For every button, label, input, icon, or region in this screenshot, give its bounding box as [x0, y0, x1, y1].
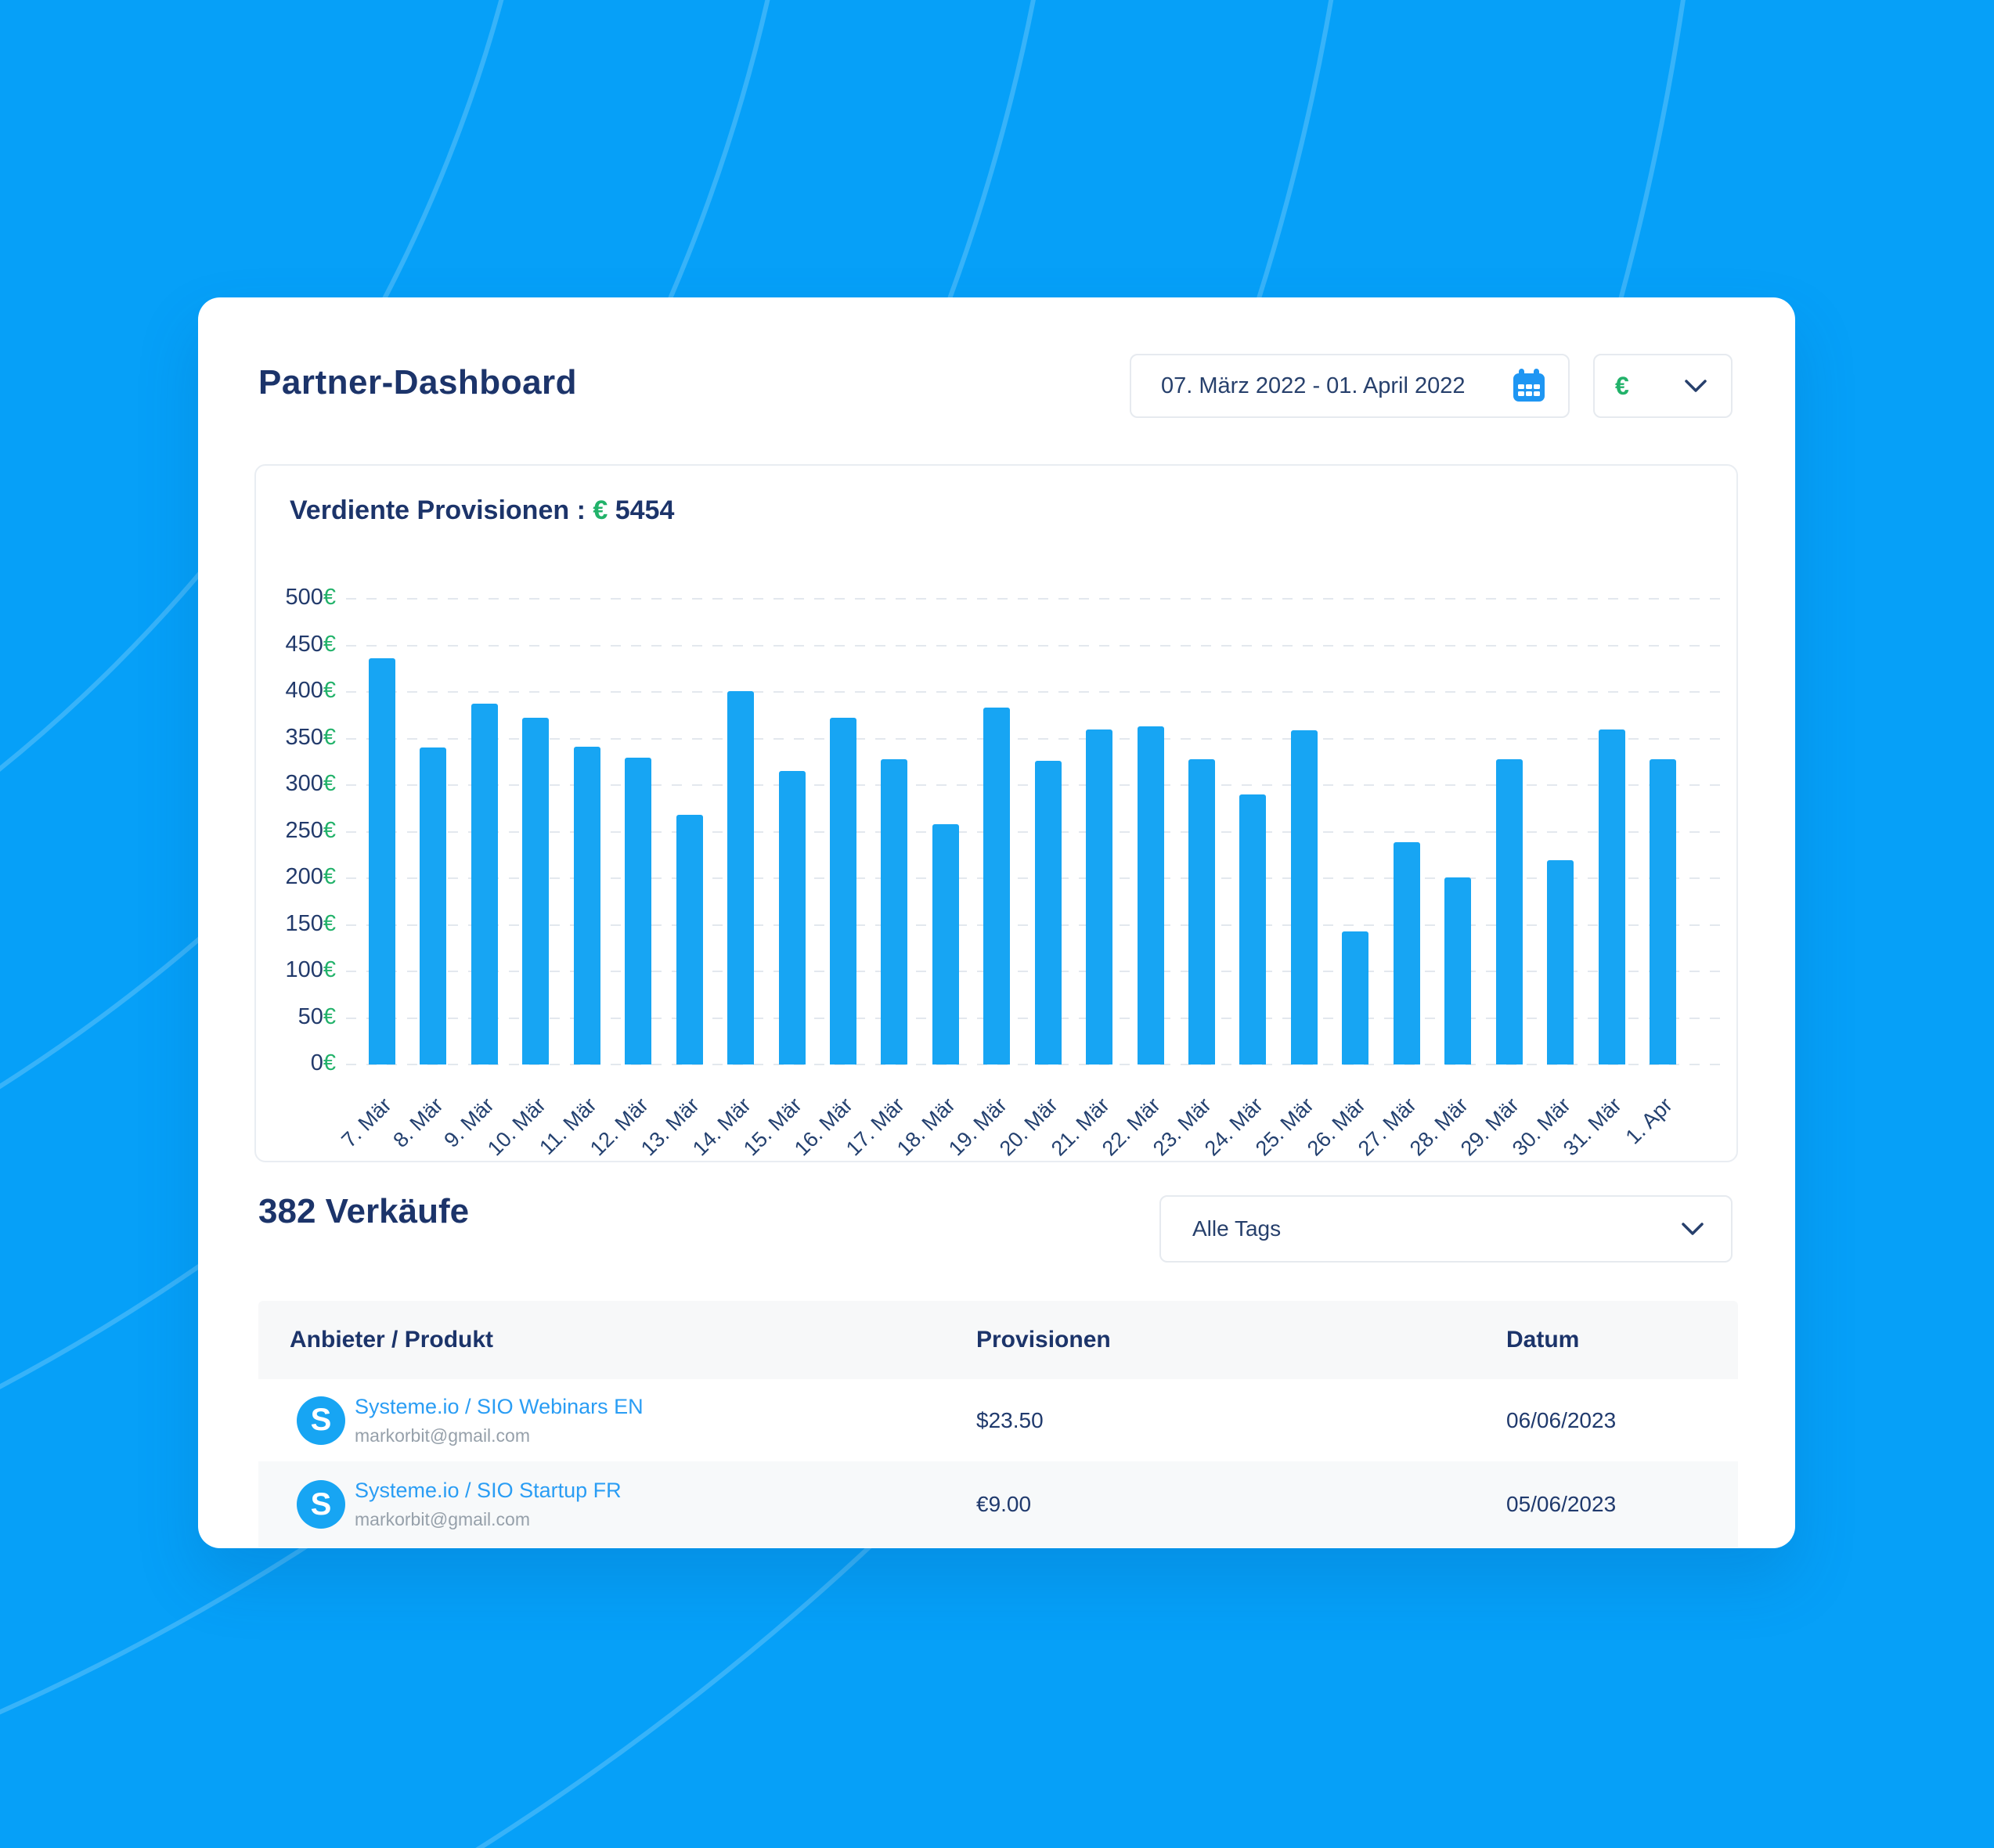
product-link[interactable]: Systeme.io / SIO Startup FR [355, 1479, 622, 1502]
y-axis-tick-label: 150€ [285, 910, 336, 936]
column-header-commission: Provisionen [976, 1327, 1111, 1353]
chevron-down-icon [1685, 380, 1707, 392]
tags-filter-value: Alle Tags [1192, 1216, 1282, 1241]
bar[interactable] [1598, 729, 1625, 1064]
column-header-date: Datum [1506, 1327, 1580, 1353]
product-link[interactable]: Systeme.io / SIO Webinars EN [355, 1394, 644, 1418]
chart-title-label: Verdiente Provisionen : [290, 495, 586, 525]
chart-title: Verdiente Provisionen : € 5454 [290, 495, 674, 526]
y-gridline [346, 971, 1720, 972]
y-axis-tick-label: 300€ [285, 771, 336, 796]
y-gridline [346, 737, 1720, 740]
y-axis-tick-label: 0€ [310, 1050, 336, 1075]
euro-symbol: € [593, 495, 608, 525]
bar[interactable] [1342, 931, 1369, 1064]
bar[interactable] [1393, 841, 1420, 1064]
tags-filter-select[interactable]: Alle Tags [1159, 1195, 1733, 1263]
bar-chart-plot: 500€ 450€ 400€ 350€ 300€ 250€ 200€ 150€ 100€ 50€ 0… [256, 466, 1736, 1161]
chevron-down-icon [1682, 1223, 1704, 1235]
dashboard-card: Partner-Dashboard 07. März 2022 - 01. Ap… [198, 297, 1795, 1548]
y-gridline [346, 691, 1720, 693]
bar[interactable] [369, 658, 395, 1064]
y-axis-tick-label: 200€ [285, 864, 336, 889]
commission-value: $23.50 [976, 1407, 1044, 1432]
y-axis-tick-label: 50€ [297, 1003, 336, 1029]
customer-email: markorbit@gmail.com [355, 1509, 531, 1529]
y-axis-tick-label: 350€ [285, 724, 336, 750]
bar[interactable] [1547, 860, 1574, 1064]
y-gridline [346, 924, 1720, 926]
y-gridline [346, 1017, 1720, 1019]
x-axis-tick-label: 10. Mär [482, 1093, 550, 1161]
bar[interactable] [727, 690, 755, 1064]
y-gridline [346, 598, 1720, 600]
sales-count-title: 382 Verkäufe [258, 1192, 470, 1230]
bar[interactable] [1650, 758, 1676, 1064]
table-header-row: Anbieter / Produkt Provisionen Datum [258, 1301, 1738, 1379]
product-avatar: S [297, 1480, 345, 1529]
bar[interactable] [1290, 729, 1318, 1064]
column-header-product: Anbieter / Produkt [290, 1327, 494, 1353]
product-cell: Systeme.io / SIO Webinars EN markorbit@gm… [355, 1395, 644, 1446]
y-gridline [346, 784, 1720, 786]
page-title: Partner-Dashboard [258, 363, 578, 402]
sale-date: 06/06/2023 [1506, 1407, 1617, 1432]
bar[interactable] [420, 747, 447, 1064]
bar[interactable] [1495, 758, 1523, 1064]
bar[interactable] [1239, 794, 1267, 1064]
date-range-value: 07. März 2022 - 01. April 2022 [1161, 373, 1466, 398]
bar[interactable] [1137, 726, 1164, 1064]
y-gridline [346, 877, 1720, 879]
table-row: S Systeme.io / SIO Webinars EN markorbit@g… [258, 1379, 1738, 1461]
y-gridline [346, 830, 1720, 833]
bar[interactable] [1188, 758, 1216, 1064]
y-axis-tick-label: 250€ [285, 817, 336, 843]
y-axis-tick-label: 450€ [285, 631, 336, 657]
bar[interactable] [829, 718, 856, 1064]
bar[interactable] [778, 771, 806, 1064]
x-axis-tick-label: 1. Apr [1621, 1093, 1678, 1149]
sales-table: Anbieter / Produkt Provisionen Datum S Sy… [258, 1301, 1738, 1547]
y-gridline [346, 644, 1720, 647]
bar[interactable] [471, 704, 498, 1064]
bar[interactable] [932, 823, 959, 1064]
calendar-icon[interactable] [1509, 366, 1549, 406]
x-axis-tick-label: 8. Mär [388, 1093, 448, 1152]
bar[interactable] [881, 758, 908, 1064]
product-avatar: S [297, 1396, 345, 1445]
y-gridline [346, 1064, 1720, 1065]
commissions-chart-panel: Verdiente Provisionen : € 5454 500€ 450€ 4… [254, 464, 1738, 1162]
x-axis-tick-label: 7. Mär [337, 1093, 397, 1152]
sale-date: 05/06/2023 [1506, 1492, 1617, 1516]
bar[interactable] [1034, 761, 1062, 1064]
bar[interactable] [573, 747, 600, 1064]
y-axis-tick-label: 500€ [285, 585, 336, 610]
bar[interactable] [1086, 729, 1113, 1064]
product-cell: Systeme.io / SIO Startup FR markorbit@gma… [355, 1479, 622, 1530]
table-row: S Systeme.io / SIO Startup FR markorbit@gm… [258, 1461, 1738, 1547]
bar[interactable] [983, 708, 1011, 1064]
currency-select[interactable]: € [1593, 354, 1733, 418]
y-axis-tick-label: 100€ [285, 957, 336, 982]
bar[interactable] [1444, 877, 1472, 1064]
chart-total-value: 5454 [615, 495, 675, 525]
bar[interactable] [522, 718, 550, 1064]
customer-email: markorbit@gmail.com [355, 1425, 531, 1446]
commission-value: €9.00 [976, 1492, 1032, 1516]
y-axis-tick-label: 400€ [285, 678, 336, 703]
bar[interactable] [625, 758, 652, 1064]
currency-symbol: € [1615, 371, 1629, 400]
bar[interactable] [676, 815, 703, 1064]
date-range-picker[interactable]: 07. März 2022 - 01. April 2022 [1130, 354, 1570, 418]
